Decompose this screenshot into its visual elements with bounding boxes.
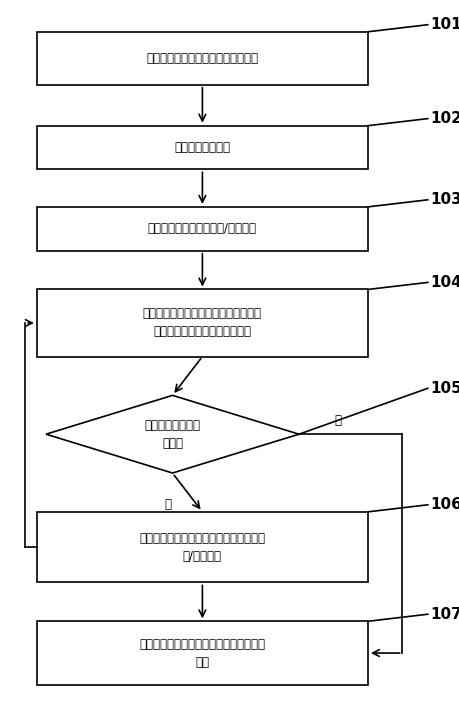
FancyBboxPatch shape [37, 621, 367, 685]
Text: 使用全局随机搜索算法，优化生成新的井
位/注采参数: 使用全局随机搜索算法，优化生成新的井 位/注采参数 [139, 532, 265, 563]
Text: 104: 104 [429, 275, 459, 290]
Text: 否: 否 [164, 498, 171, 511]
Text: 收集并整理油藏地质及开发相关资料: 收集并整理油藏地质及开发相关资料 [146, 52, 258, 65]
FancyBboxPatch shape [37, 207, 367, 251]
Text: 101: 101 [429, 17, 459, 32]
Polygon shape [46, 395, 298, 473]
FancyBboxPatch shape [37, 512, 367, 582]
Text: 整理得到最优井网及注采方案，投入现场
实施: 整理得到最优井网及注采方案，投入现场 实施 [139, 638, 265, 669]
FancyBboxPatch shape [37, 126, 367, 169]
FancyBboxPatch shape [37, 32, 367, 85]
Text: 103: 103 [429, 192, 459, 208]
Text: 106: 106 [429, 497, 459, 513]
Text: 105: 105 [429, 381, 459, 396]
Text: 设定优化相关参数: 设定优化相关参数 [174, 141, 230, 154]
Text: 107: 107 [429, 606, 459, 622]
Text: 是否满足优化终止
条件？: 是否满足优化终止 条件？ [144, 419, 200, 450]
Text: 使用油藏工程方法预测当前参数下各注
采方向上的驱替状况并定量评价: 使用油藏工程方法预测当前参数下各注 采方向上的驱替状况并定量评价 [143, 308, 261, 338]
Text: 102: 102 [429, 111, 459, 126]
Text: 生成待优化井的初始井位/注采参数: 生成待优化井的初始井位/注采参数 [148, 222, 256, 235]
Text: 是: 是 [334, 414, 341, 426]
FancyBboxPatch shape [37, 289, 367, 357]
